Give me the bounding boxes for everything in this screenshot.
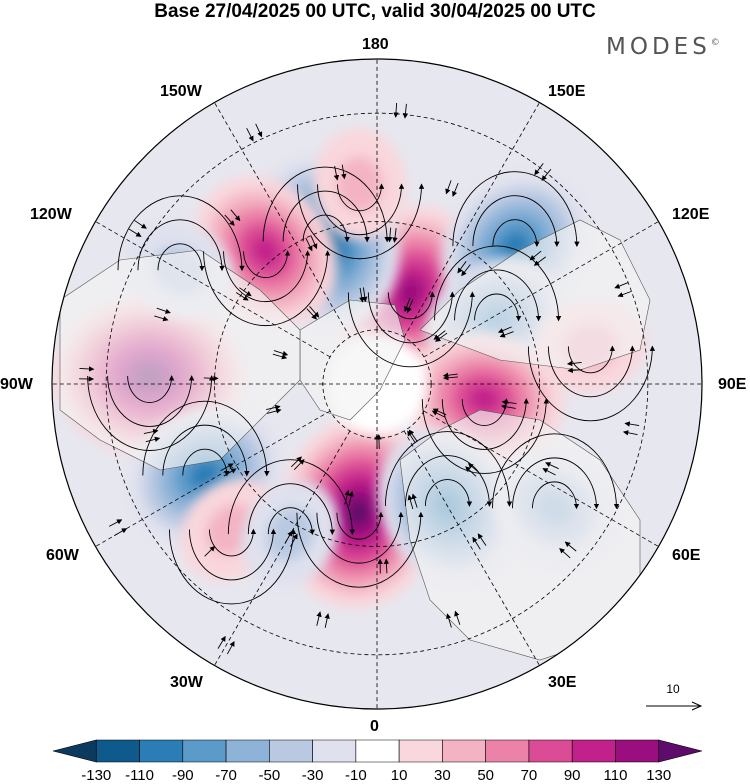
colorbar-tick-label: 50 — [477, 767, 494, 784]
colorbar-segment-10 — [486, 740, 529, 762]
lon-label-120e: 120E — [672, 206, 709, 224]
colorbar-tick-label: 130 — [646, 767, 671, 784]
colorbar-segment-12 — [572, 740, 615, 762]
lon-label-150e: 150E — [548, 83, 585, 101]
colorbar-tick-label: -30 — [302, 767, 324, 784]
colorbar-tick-label: 10 — [391, 767, 408, 784]
lon-label-0: 0 — [370, 718, 379, 736]
polar-map — [0, 0, 750, 736]
colorbar-segment-9 — [442, 740, 485, 762]
lon-label-60w: 60W — [46, 547, 79, 565]
lon-label-30e: 30E — [548, 674, 576, 692]
colorbar-segment-5 — [269, 740, 312, 762]
colorbar-segment-11 — [529, 740, 572, 762]
colorbar-segment-0 — [53, 740, 96, 762]
colorbar-tick-label: -50 — [258, 767, 280, 784]
colorbar-tick-label: -10 — [345, 767, 367, 784]
colorbar-tick-label: -90 — [172, 767, 194, 784]
lon-label-30w: 30W — [170, 674, 203, 692]
colorbar-tick-label: -130 — [81, 767, 111, 784]
colorbar-segment-6 — [313, 740, 356, 762]
colorbar-tick-label: -70 — [215, 767, 237, 784]
colorbar-tick-label: 30 — [434, 767, 451, 784]
colorbar-segment-13 — [615, 740, 658, 762]
colorbar-segment-8 — [399, 740, 442, 762]
wind-scale-reference: 10 — [640, 682, 706, 722]
lon-label-60e: 60E — [672, 547, 700, 565]
colorbar-tick-label: 110 — [603, 767, 627, 784]
lon-label-90e: 90E — [718, 376, 746, 394]
colorbar-tick-label: -110 — [125, 767, 154, 784]
lon-label-120w: 120W — [30, 206, 72, 224]
colorbar-tick-label: 90 — [564, 767, 581, 784]
colorbar-segment-7 — [356, 740, 399, 762]
lon-label-150w: 150W — [160, 83, 202, 101]
colorbar-tick-label: 70 — [521, 767, 538, 784]
colorbar-segment-1 — [96, 740, 139, 762]
lon-label-180: 180 — [362, 36, 389, 54]
colorbar-segment-3 — [183, 740, 226, 762]
colorbar-segment-4 — [226, 740, 269, 762]
colorbar-segment-2 — [140, 740, 183, 762]
colorbar-segment-14 — [659, 740, 702, 762]
colorbar — [0, 736, 750, 783]
wind-scale-arrow-icon — [640, 682, 706, 722]
lon-label-90w: 90W — [0, 376, 33, 394]
